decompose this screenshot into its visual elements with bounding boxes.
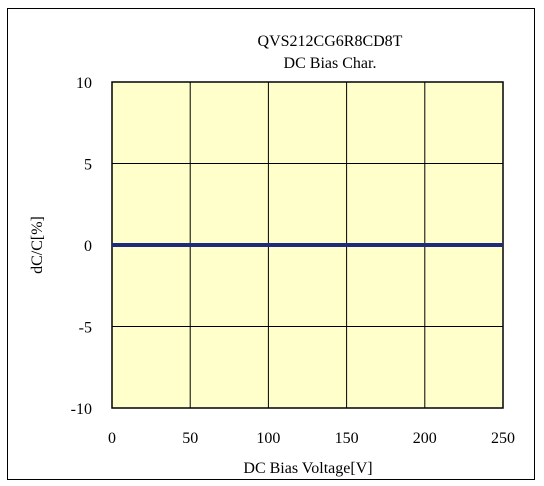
x-tick-label: 50 <box>182 430 198 447</box>
x-tick-labels: 0 50 100 150 200 250 <box>108 430 515 447</box>
y-tick-label: -5 <box>79 320 92 337</box>
y-tick-label: -10 <box>71 401 92 418</box>
chart-title: QVS212CG6R8CD8T <box>258 33 403 50</box>
y-tick-label: 5 <box>84 157 92 174</box>
x-tick-label: 150 <box>335 430 359 447</box>
y-tick-labels: 10 5 0 -5 -10 <box>71 75 92 418</box>
y-tick-label: 0 <box>84 238 92 255</box>
x-tick-label: 0 <box>108 430 116 447</box>
x-tick-label: 250 <box>491 430 515 447</box>
x-axis-label: DC Bias Voltage[V] <box>243 460 372 477</box>
y-axis-label: dC/C[%] <box>29 216 46 274</box>
chart-subtitle: DC Bias Char. <box>284 55 377 72</box>
x-tick-label: 200 <box>413 430 437 447</box>
x-tick-label: 100 <box>256 430 280 447</box>
y-tick-label: 10 <box>76 75 92 92</box>
